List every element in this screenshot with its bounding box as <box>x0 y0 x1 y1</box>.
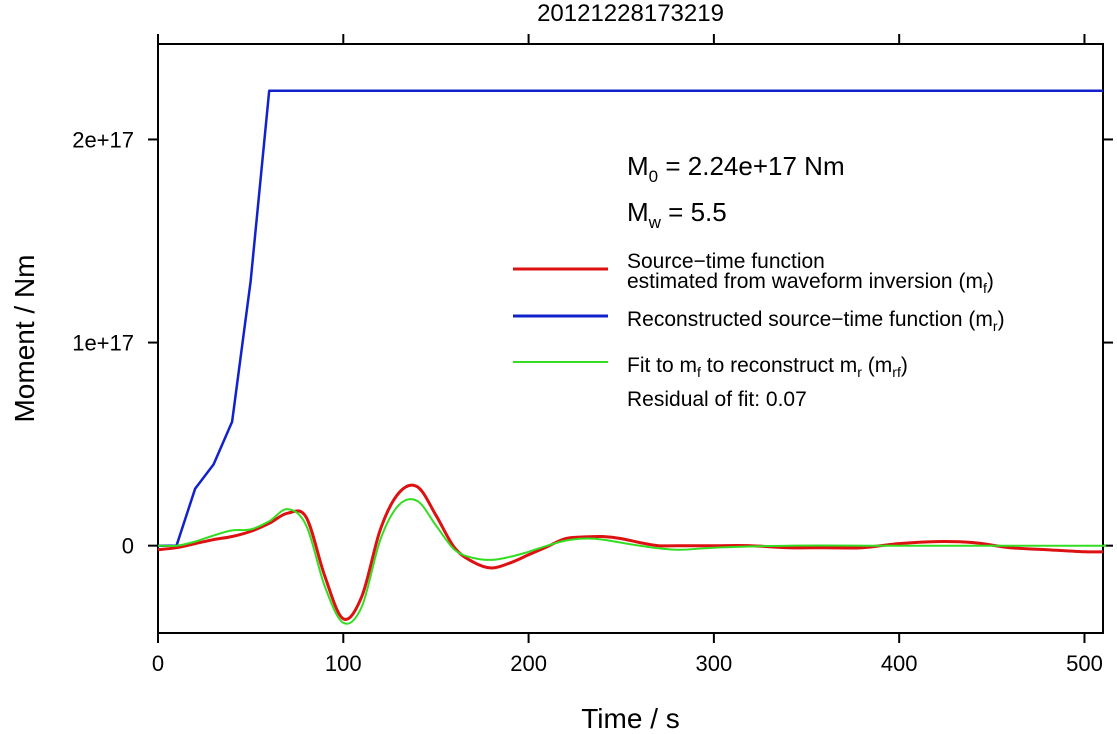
mw-value: = 5.5 <box>661 197 727 227</box>
series-line-fit <box>157 498 1107 625</box>
series-line-source-time-function <box>157 483 1104 621</box>
legend-subscript: f <box>983 280 987 296</box>
moment-magnitude-annotation: Mw = 5.5 <box>627 197 727 232</box>
y-tick-label: 0 <box>122 534 134 559</box>
chart-title: 20121228173219 <box>537 0 724 27</box>
mw-subscript: w <box>648 213 662 232</box>
legend-text-tail: (m <box>862 354 892 377</box>
legend-subscript: f <box>697 364 701 380</box>
x-tick-label: 0 <box>152 651 164 676</box>
legend: Source−time function estimated from wave… <box>513 250 1005 411</box>
legend-text: estimated from waveform inversion (m <box>627 270 983 293</box>
legend-tail: ) <box>998 308 1005 331</box>
mw-symbol: M <box>627 197 649 227</box>
legend-label-reconstructed: Reconstructed source−time function (mr) <box>627 308 1005 334</box>
y-tick-label: 2e+17 <box>72 127 134 152</box>
x-axis-title: Time / s <box>581 703 680 734</box>
series-layer <box>157 89 1107 625</box>
series-line-reconstructed <box>158 89 1103 547</box>
legend-label-source-time-function-line1: Source−time function <box>627 250 825 273</box>
legend-text-mid: to reconstruct m <box>701 354 857 377</box>
legend-text: Reconstructed source−time function (m <box>627 308 993 331</box>
x-tick-label: 100 <box>325 651 362 676</box>
m0-value: = 2.24e+17 Nm <box>658 151 844 181</box>
plot-frame <box>157 43 1104 634</box>
legend-subscript: rf <box>892 364 901 380</box>
x-tick-label: 200 <box>510 651 547 676</box>
legend-subscript: r <box>857 364 862 380</box>
legend-tail: ) <box>987 270 994 293</box>
x-tick-label: 300 <box>696 651 733 676</box>
legend-text: Fit to m <box>627 354 697 377</box>
seismic-moment-annotation: M0 = 2.24e+17 Nm <box>627 151 845 186</box>
legend-subscript: r <box>993 318 998 334</box>
x-tick-label: 400 <box>881 651 918 676</box>
m0-symbol: M <box>627 151 649 181</box>
m0-subscript: 0 <box>649 167 658 186</box>
y-axis-title: Moment / Nm <box>9 254 40 422</box>
y-tick-label: 1e+17 <box>72 331 134 356</box>
legend-label-fit: Fit to mf to reconstruct mr (mrf) <box>627 354 908 380</box>
legend-tail: ) <box>901 354 908 377</box>
legend-label-source-time-function-line2: estimated from waveform inversion (mf) <box>627 270 994 296</box>
axis-ticks: 0 100 200 300 400 500 0 1e+17 2e+17 <box>72 34 1113 676</box>
residual-of-fit: Residual of fit: 0.07 <box>627 388 807 411</box>
x-tick-label: 500 <box>1066 651 1103 676</box>
